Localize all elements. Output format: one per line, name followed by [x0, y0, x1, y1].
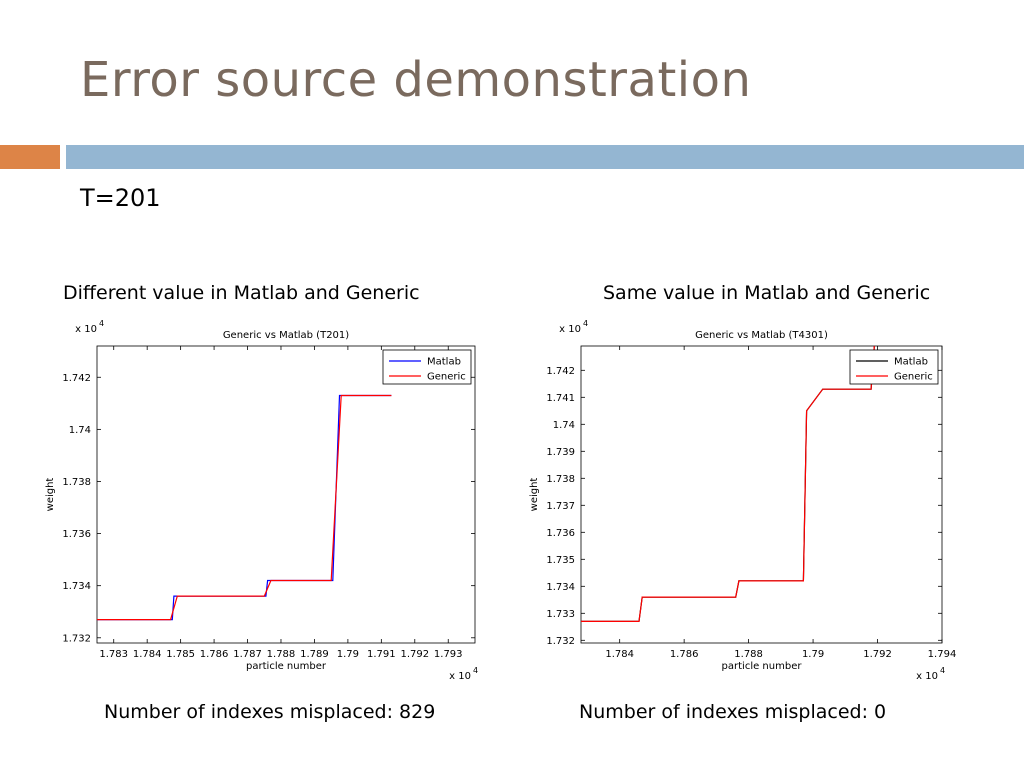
legend-label: Generic — [427, 372, 466, 383]
series-line-matlab — [97, 394, 392, 621]
chart-title: Generic vs Matlab (T4301) — [695, 330, 828, 341]
chart-left: Generic vs Matlab (T201) 1.732 1.734 1.736 1… — [45, 319, 478, 682]
y-tick-label: 1.742 — [546, 366, 575, 377]
y-tick-label: 1.741 — [546, 393, 575, 404]
x-tick-label: 1.783 — [99, 649, 128, 660]
y-multiplier-exponent: 4 — [99, 319, 104, 328]
y-tick-label: 1.738 — [62, 477, 91, 488]
series-line-generic — [581, 346, 875, 622]
y-axis-label: weight — [45, 478, 56, 512]
y-tick-label: 1.732 — [62, 633, 91, 644]
accent-bar-orange — [0, 145, 60, 169]
legend-box — [382, 349, 472, 385]
y-multiplier: x 10 — [559, 324, 581, 335]
y-tick-label: 1.736 — [62, 529, 91, 540]
y-tick-label: 1.738 — [546, 474, 575, 485]
x-tick-label: 1.789 — [300, 649, 329, 660]
x-tick-label: 1.79 — [802, 649, 824, 660]
x-tick-label: 1.787 — [233, 649, 262, 660]
x-tick-label: 1.792 — [863, 649, 892, 660]
right-chart-caption: Same value in Matlab and Generic — [603, 282, 931, 304]
series-line-generic — [97, 394, 392, 621]
slide-subtitle: T=201 — [80, 184, 161, 212]
x-axis-label: particle number — [246, 661, 327, 672]
y-tick-label: 1.74 — [553, 420, 575, 431]
y-tick-label: 1.736 — [546, 528, 575, 539]
plot-area — [96, 345, 476, 644]
x-axis-label: particle number — [722, 661, 803, 672]
y-tick-label: 1.739 — [546, 447, 575, 458]
x-tick-label: 1.786 — [670, 649, 699, 660]
legend-box — [849, 349, 939, 385]
slide-title: Error source demonstration — [80, 52, 752, 108]
y-tick-label: 1.737 — [546, 501, 575, 512]
x-tick-label: 1.794 — [928, 649, 957, 660]
x-tick-label: 1.791 — [367, 649, 396, 660]
y-tick-label: 1.734 — [546, 582, 575, 593]
x-multiplier: x 10 — [449, 671, 471, 682]
accent-bar-blue — [66, 145, 1024, 169]
y-tick-label: 1.734 — [62, 581, 91, 592]
legend-label: Matlab — [427, 357, 461, 368]
legend-label: Generic — [894, 372, 933, 383]
y-tick-label: 1.732 — [546, 636, 575, 647]
x-tick-label: 1.784 — [133, 649, 162, 660]
x-tick-label: 1.788 — [734, 649, 763, 660]
chart-right: Generic vs Matlab (T4301) 1.732 1.733 1.734… — [529, 319, 956, 682]
y-tick-label: 1.733 — [546, 609, 575, 620]
x-multiplier: x 10 — [916, 671, 938, 682]
x-tick-label: 1.786 — [200, 649, 229, 660]
legend-label: Matlab — [894, 357, 928, 368]
y-tick-label: 1.735 — [546, 555, 575, 566]
x-multiplier-exponent: 4 — [940, 666, 945, 675]
x-tick-label: 1.792 — [400, 649, 429, 660]
x-tick-label: 1.785 — [166, 649, 195, 660]
x-tick-label: 1.784 — [605, 649, 634, 660]
y-tick-label: 1.742 — [62, 373, 91, 384]
x-tick-label: 1.793 — [434, 649, 463, 660]
y-multiplier-exponent: 4 — [583, 319, 588, 328]
x-tick-label: 1.79 — [337, 649, 359, 660]
y-tick-label: 1.74 — [69, 425, 91, 436]
left-chart-caption: Different value in Matlab and Generic — [63, 282, 420, 304]
y-multiplier: x 10 — [75, 324, 97, 335]
right-chart-footer: Number of indexes misplaced: 0 — [579, 701, 887, 723]
x-tick-label: 1.788 — [267, 649, 296, 660]
chart-title: Generic vs Matlab (T201) — [223, 330, 349, 341]
y-axis-label: weight — [529, 478, 540, 512]
plot-area — [580, 345, 943, 644]
x-multiplier-exponent: 4 — [473, 666, 478, 675]
left-chart-footer: Number of indexes misplaced: 829 — [104, 701, 436, 723]
